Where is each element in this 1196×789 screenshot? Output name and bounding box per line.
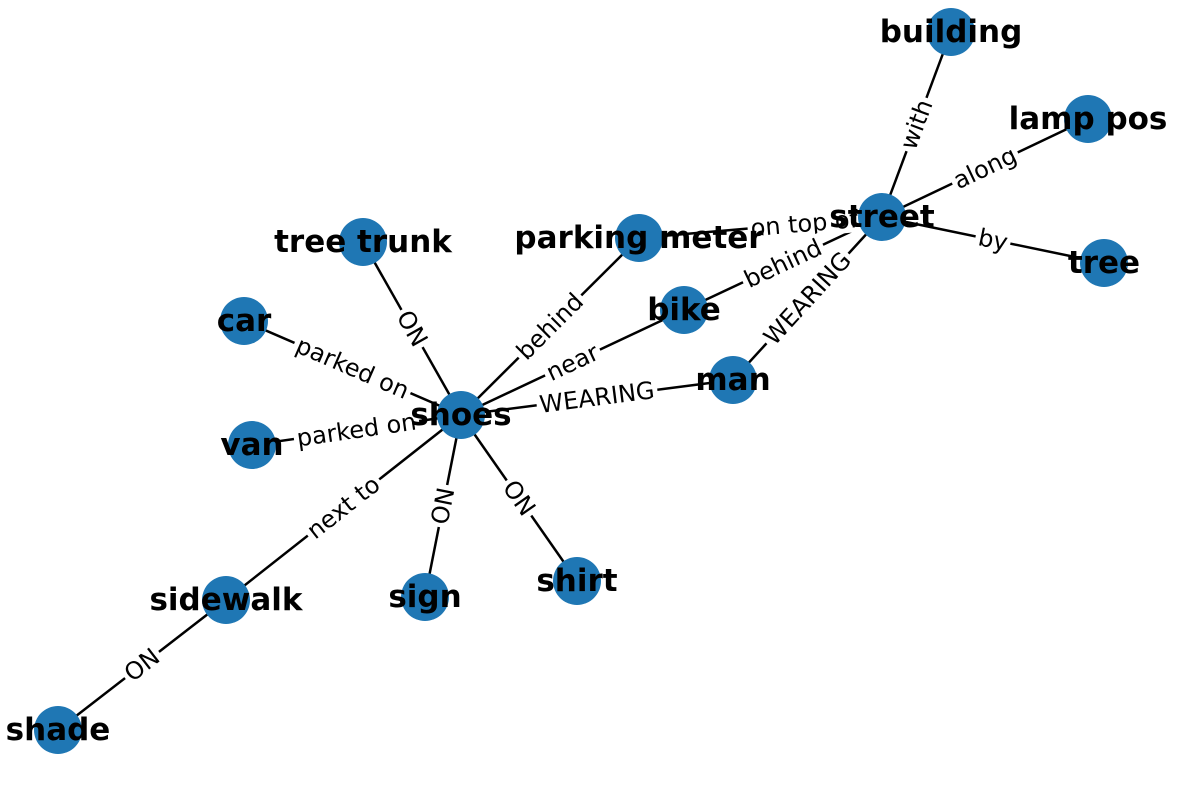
edge-label-background — [299, 469, 388, 546]
node-label-tree: tree — [1068, 245, 1140, 281]
node-label-building: building — [880, 14, 1023, 50]
node-label-car: car — [217, 303, 272, 339]
edge-label-background — [737, 232, 829, 295]
edge-label-group-next-to: next to — [299, 469, 388, 546]
node-label-man: man — [695, 362, 770, 398]
node-tree-trunk — [339, 218, 387, 266]
node-van — [228, 421, 276, 469]
node-parking-meter — [615, 214, 663, 262]
node-building — [927, 8, 975, 56]
edge-label-with: with — [894, 96, 938, 153]
edge-label-background — [746, 205, 862, 242]
node-car — [220, 297, 268, 345]
node-label-sidewalk: sidewalk — [149, 582, 303, 618]
edge-label-background — [292, 408, 421, 452]
node-street — [858, 193, 906, 241]
node-label-street: street — [829, 199, 935, 235]
edge-label-group-on: ON — [496, 472, 542, 524]
node-label-parking-meter: parking meter — [514, 220, 764, 256]
node-label-tree-trunk: tree trunk — [274, 224, 453, 260]
edge-label-background — [289, 330, 416, 406]
node-bike — [660, 286, 708, 334]
edge-label-group-parked-on: parked on — [289, 330, 416, 406]
edge-label-group-parked-on: parked on — [292, 408, 421, 453]
edge-label-background — [390, 303, 434, 354]
edge-label-background — [946, 140, 1024, 196]
edge-label-next-to: next to — [301, 470, 385, 545]
node-sign — [401, 573, 449, 621]
node-tree — [1080, 239, 1128, 287]
node-label-shirt: shirt — [536, 563, 617, 599]
edge-label-background — [894, 93, 939, 156]
edge-label-group-on: ON — [117, 641, 167, 689]
node-shirt — [553, 557, 601, 605]
edge-label-background — [756, 244, 859, 353]
edge-label-group-on: ON — [390, 303, 434, 354]
nodes-layer: shoes building lamp pos street tree tree trun… — [6, 8, 1168, 754]
edge-label-by: by — [976, 223, 1011, 256]
node-lamp-post — [1064, 95, 1112, 143]
node-shoes — [437, 391, 485, 439]
node-shade — [34, 706, 82, 754]
edge-label-parked-on: parked on — [295, 408, 418, 453]
edge-label-on: ON — [497, 475, 541, 521]
node-sidewalk — [202, 576, 250, 624]
node-label-shoes: shoes — [410, 397, 511, 433]
edge-label-along: along — [949, 141, 1021, 195]
edge-label-background — [426, 482, 460, 530]
edge-label-background — [496, 472, 542, 524]
edge-label-group-on: ON — [426, 482, 461, 530]
node-label-shade: shade — [6, 712, 111, 748]
edge-label-background — [539, 337, 606, 388]
node-label-van: van — [220, 427, 283, 463]
edge-label-background — [117, 641, 167, 689]
edge-label-background — [535, 376, 659, 419]
edge-label-group-with: with — [894, 93, 939, 156]
edge-label-background — [509, 286, 591, 367]
node-label-bike: bike — [647, 292, 721, 328]
edge-label-on: ON — [426, 485, 461, 527]
edge-label-group-by: by — [973, 223, 1013, 257]
edge-label-group-along: along — [946, 140, 1024, 196]
node-man — [709, 356, 757, 404]
edge-label-background — [973, 223, 1013, 257]
node-label-sign: sign — [388, 579, 461, 615]
edge-label-parked-on: parked on — [292, 331, 414, 405]
edges-layer — [57, 31, 1105, 731]
edge-label-on: ON — [119, 643, 165, 688]
edge-label-near: near — [542, 338, 603, 387]
node-label-lamp-post: lamp pos — [1009, 101, 1168, 137]
